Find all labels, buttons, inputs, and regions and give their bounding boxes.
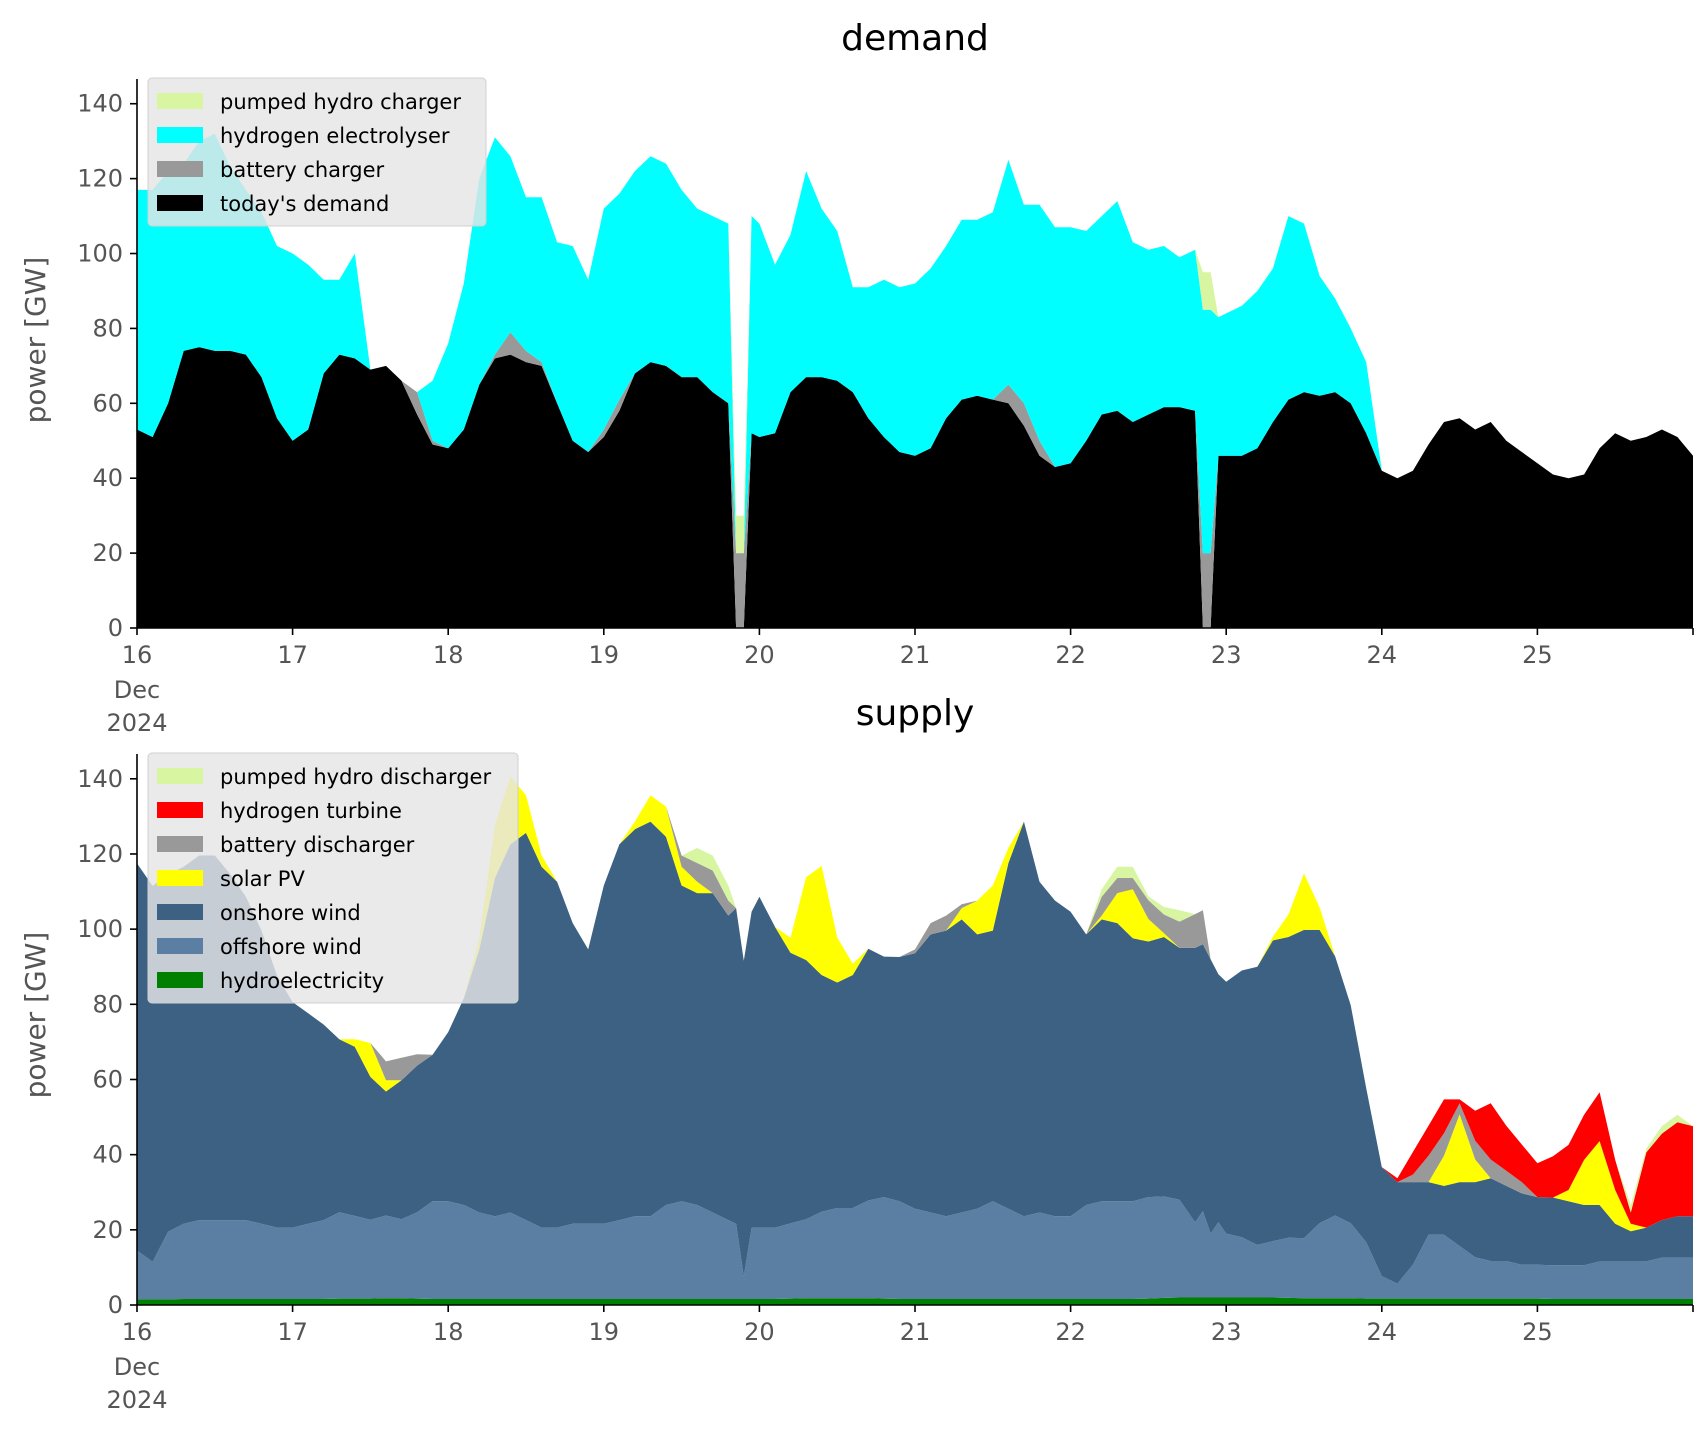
y-tick-label: 0 (108, 1291, 123, 1319)
legend-label: pumped hydro discharger (220, 765, 491, 789)
y-tick-label: 100 (77, 915, 123, 943)
area-today-s-demand (137, 347, 1693, 628)
legend-label: today's demand (220, 192, 389, 216)
y-tick-label: 120 (77, 840, 123, 868)
legend-label: battery charger (220, 158, 385, 182)
x-tick-sublabel: 2024 (106, 709, 167, 737)
demand-title: demand (841, 18, 989, 59)
legend-swatch (157, 938, 203, 954)
legend-swatch (157, 768, 203, 784)
legend-label: pumped hydro charger (220, 90, 461, 114)
y-tick-label: 120 (77, 165, 123, 193)
y-tick-label: 40 (92, 464, 123, 492)
x-tick-label: 22 (1055, 641, 1086, 669)
supply-title: supply (856, 693, 975, 734)
supply-axes: 0 20 40 60 80 100 120 140 16 Dec 2024 17 18 19 20 21 22 2… (77, 754, 1694, 1414)
y-tick-label: 20 (92, 539, 123, 567)
y-tick-label: 140 (77, 90, 123, 118)
legend-label: hydrogen electrolyser (220, 124, 450, 148)
supply-legend: pumped hydro discharger hydrogen turbine b… (147, 752, 519, 1004)
area-hydroelectricity (137, 1297, 1693, 1305)
area-hydrogen-electrolyser (137, 133, 1693, 554)
y-tick-label: 80 (92, 314, 123, 342)
area-hydrogen-turbine (137, 776, 1693, 1228)
x-tick-label: 17 (277, 641, 308, 669)
supply-chart: supply power [GW] 0 20 40 60 80 100 120 140 16 De… (19, 693, 1694, 1414)
y-tick-label: 100 (77, 240, 123, 268)
x-tick-label: 18 (433, 641, 464, 669)
legend-label: onshore wind (220, 901, 361, 925)
y-tick-label: 20 (92, 1216, 123, 1244)
x-tick-label: 19 (589, 641, 620, 669)
legend-swatch (157, 127, 203, 143)
area-solar-pv (137, 776, 1693, 1232)
x-tick-label: 20 (744, 1318, 775, 1346)
x-tick-label: 22 (1055, 1318, 1086, 1346)
x-tick-label: 18 (433, 1318, 464, 1346)
demand-chart: demand power [GW] 0 20 40 60 80 100 120 140 16 De… (19, 18, 1694, 737)
x-tick-label: 24 (1367, 641, 1398, 669)
x-tick-label: 17 (277, 1318, 308, 1346)
y-tick-label: 140 (77, 765, 123, 793)
supply-stacked-areas (137, 776, 1693, 1305)
demand-legend: pumped hydro charger hydrogen electrolyse… (147, 77, 487, 227)
legend-swatch (157, 93, 203, 109)
x-tick-label: 16 (122, 641, 153, 669)
x-tick-sublabel: Dec (114, 676, 160, 704)
legend-swatch (157, 870, 203, 886)
x-tick-label: 23 (1211, 641, 1242, 669)
legend-swatch (157, 904, 203, 920)
legend-label: offshore wind (220, 935, 362, 959)
legend-label: hydroelectricity (220, 969, 384, 993)
x-tick-label: 24 (1367, 1318, 1398, 1346)
x-tick-label: 16 (122, 1318, 153, 1346)
supply-y-axis-label: power [GW] (19, 932, 52, 1099)
area-onshore-wind (137, 821, 1693, 1284)
area-offshore-wind (137, 1196, 1693, 1300)
x-tick-label: 25 (1522, 1318, 1553, 1346)
x-tick-label: 21 (900, 641, 931, 669)
legend-swatch (157, 972, 203, 988)
x-tick-label: 19 (589, 1318, 620, 1346)
demand-y-axis-label: power [GW] (19, 257, 52, 424)
y-tick-label: 60 (92, 1065, 123, 1093)
legend-swatch (157, 802, 203, 818)
demand-axes: 0 20 40 60 80 100 120 140 16 Dec 2024 17 18 19 20 21 22 2… (77, 79, 1694, 737)
x-tick-label: 23 (1211, 1318, 1242, 1346)
legend-box (147, 752, 519, 1004)
y-tick-label: 80 (92, 990, 123, 1018)
x-tick-label: 20 (744, 641, 775, 669)
x-tick-sublabel: 2024 (106, 1386, 167, 1414)
legend-label: hydrogen turbine (220, 799, 402, 823)
legend-swatch (157, 161, 203, 177)
y-tick-label: 40 (92, 1141, 123, 1169)
legend-swatch (157, 195, 203, 211)
x-tick-label: 21 (900, 1318, 931, 1346)
x-tick-sublabel: Dec (114, 1353, 160, 1381)
demand-stacked-areas (137, 133, 1693, 628)
legend-label: solar PV (220, 867, 305, 891)
legend-box (147, 77, 487, 227)
legend-label: battery discharger (220, 833, 415, 857)
y-tick-label: 60 (92, 389, 123, 417)
x-tick-label: 25 (1522, 641, 1553, 669)
y-tick-label: 0 (108, 614, 123, 642)
legend-swatch (157, 836, 203, 852)
